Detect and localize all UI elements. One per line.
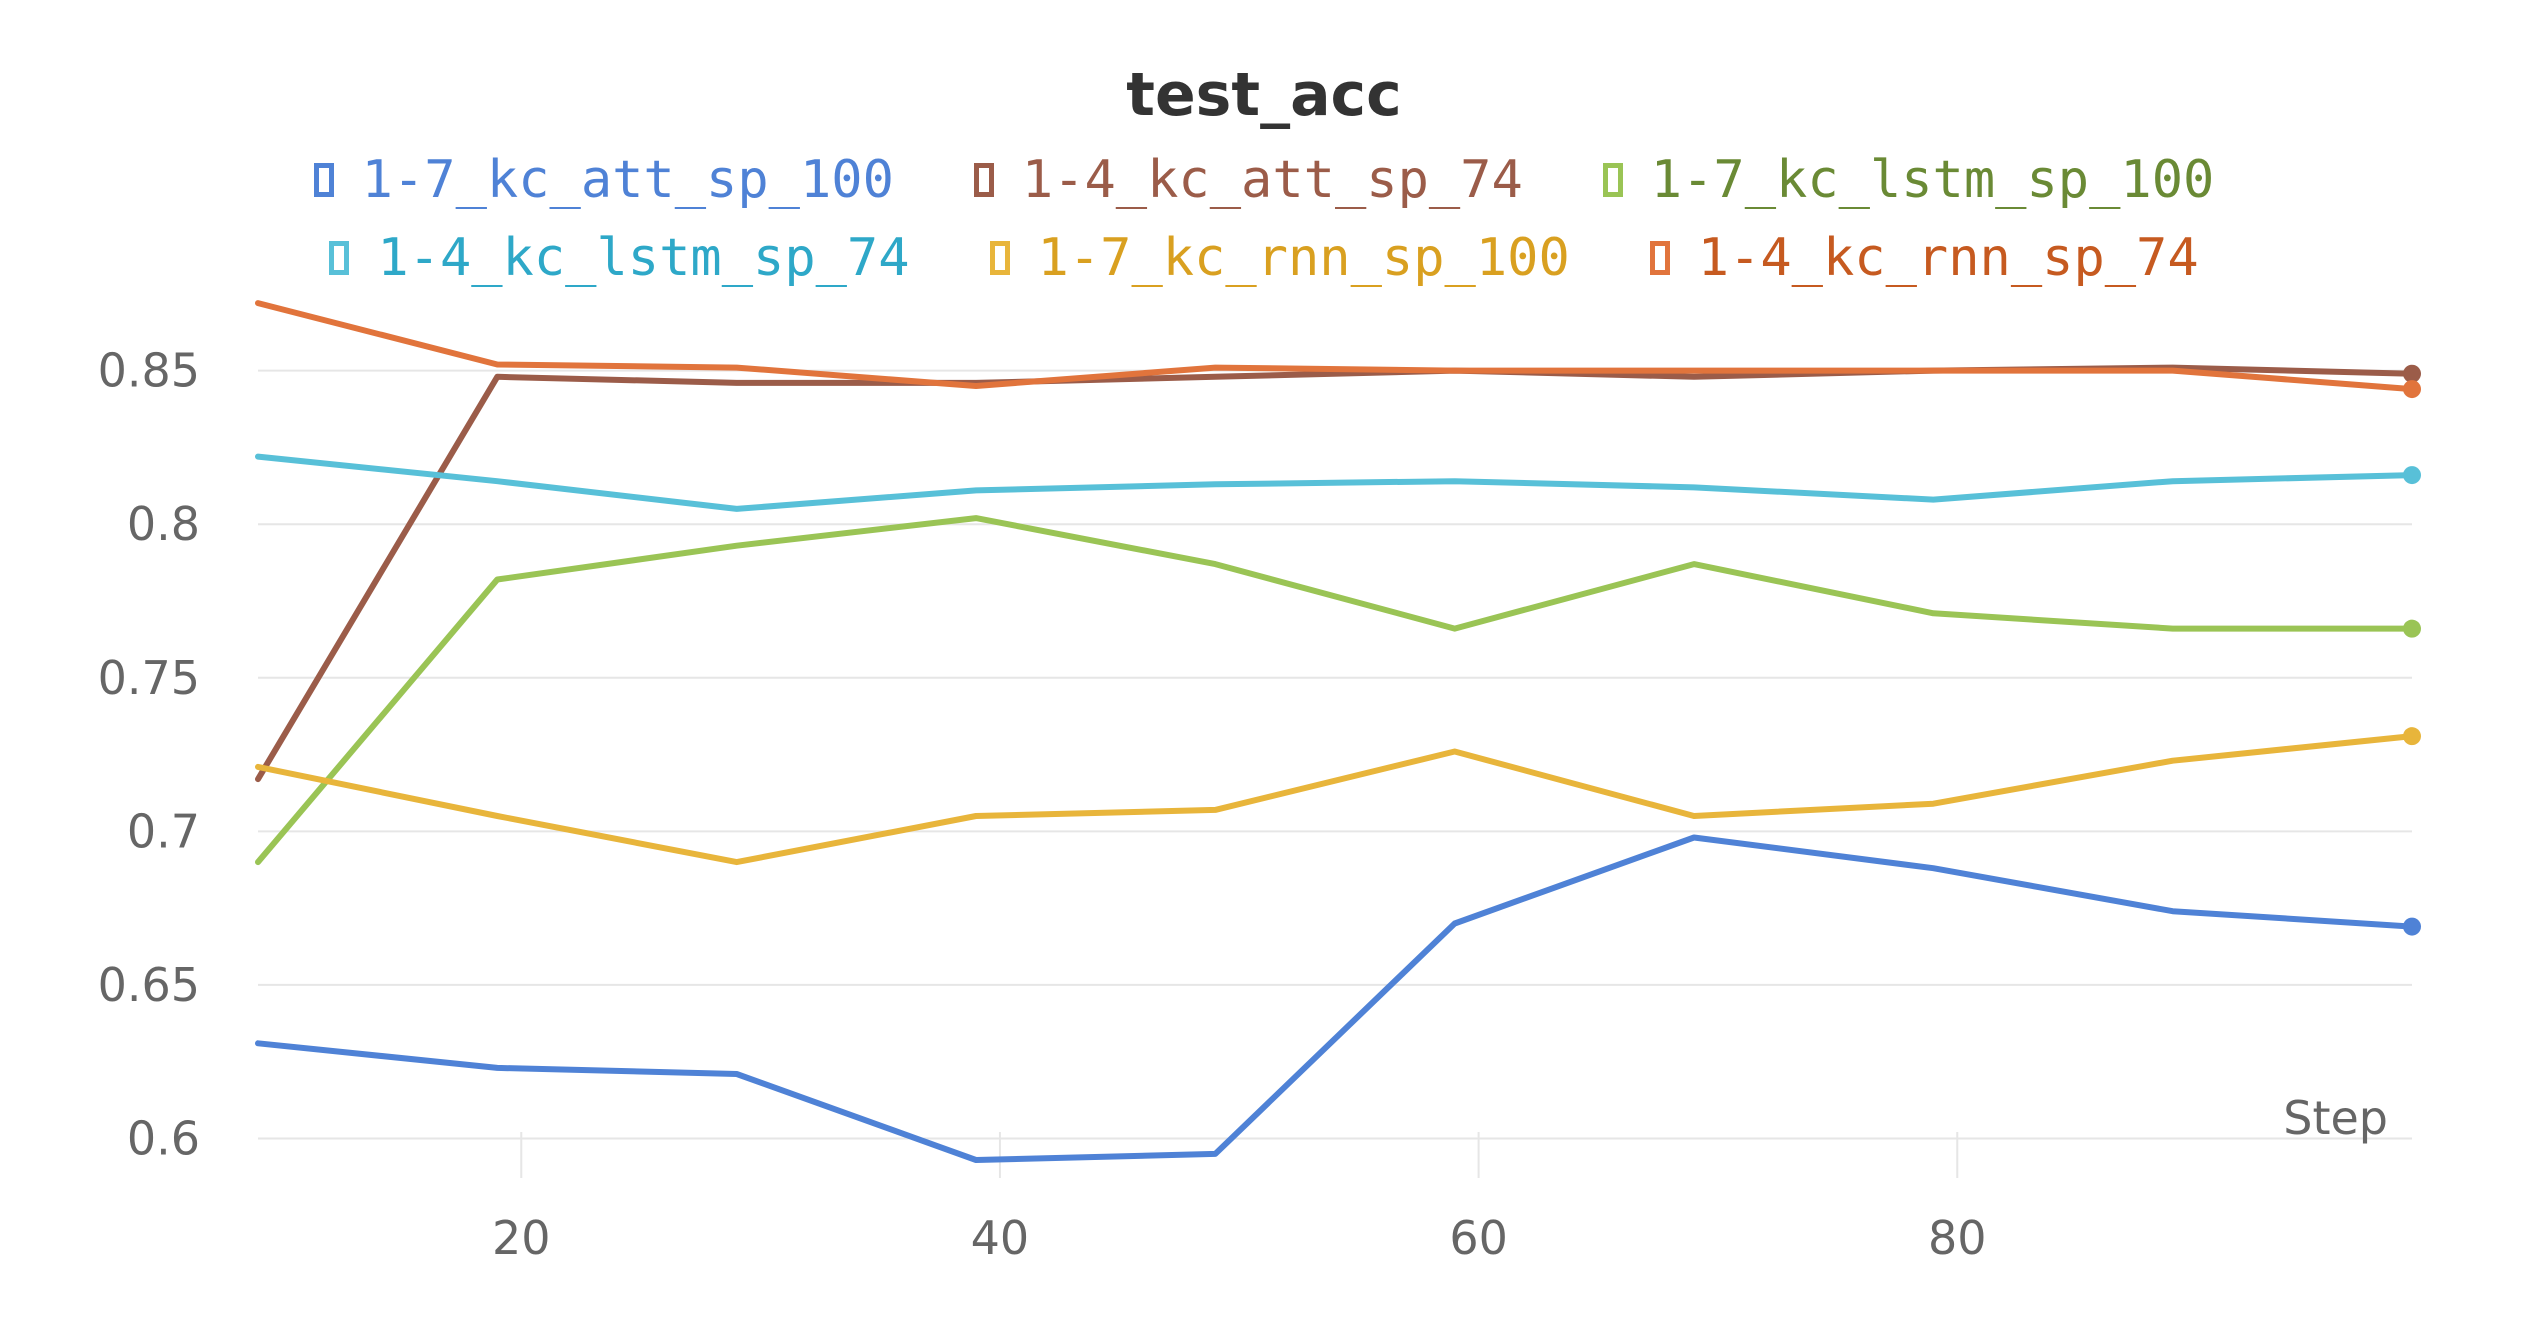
- legend-item: 1-7_kc_att_sp_100: [313, 150, 894, 210]
- legend-label: 1-4_kc_att_sp_74: [1021, 150, 1523, 210]
- legend-item: 1-7_kc_lstm_sp_100: [1602, 150, 2215, 210]
- legend-item: 1-4_kc_att_sp_74: [973, 150, 1523, 210]
- y-tick-label: 0.8: [127, 497, 200, 551]
- legend-label: 1-4_kc_rnn_sp_74: [1697, 228, 2199, 288]
- legend: 1-7_kc_att_sp_100 1-4_kc_att_sp_74 1-7_kc_…: [0, 150, 2528, 306]
- series-end-point-1-4_kc_rnn_sp_74: [2403, 380, 2421, 399]
- legend-row-1: 1-7_kc_att_sp_100 1-4_kc_att_sp_74 1-7_kc_…: [0, 150, 2528, 210]
- legend-swatch: [989, 241, 1010, 275]
- y-tick-label: 0.75: [98, 651, 200, 705]
- legend-label: 1-7_kc_rnn_sp_100: [1037, 228, 1570, 288]
- series-end-point-1-4_kc_lstm_sp_74: [2403, 466, 2421, 485]
- y-tick-label: 0.7: [127, 804, 200, 858]
- legend-swatch: [1649, 241, 1670, 275]
- x-axis-label: Step: [2283, 1091, 2388, 1145]
- legend-swatch: [329, 241, 350, 275]
- legend-item: 1-7_kc_rnn_sp_100: [989, 228, 1570, 288]
- legend-swatch: [313, 163, 334, 197]
- legend-label: 1-7_kc_att_sp_100: [361, 150, 894, 210]
- series-end-point-1-7_kc_rnn_sp_100: [2403, 727, 2421, 746]
- series-line-1-4_kc_att_sp_74: [255, 364, 2415, 783]
- legend-label: 1-7_kc_lstm_sp_100: [1650, 150, 2215, 210]
- y-tick-label: 0.65: [98, 958, 200, 1012]
- legend-swatch: [973, 163, 994, 197]
- series-line-1-4_kc_lstm_sp_74: [255, 453, 2415, 512]
- x-tick-label: 60: [1449, 1211, 1508, 1265]
- legend-item: 1-4_kc_rnn_sp_74: [1649, 228, 2199, 288]
- series-line-1-7_kc_lstm_sp_100: [255, 515, 2415, 866]
- x-tick-label: 20: [492, 1211, 551, 1265]
- series-end-point-1-7_kc_att_sp_100: [2403, 917, 2421, 936]
- legend-item: 1-4_kc_lstm_sp_74: [329, 228, 910, 288]
- legend-row-2: 1-4_kc_lstm_sp_74 1-7_kc_rnn_sp_100 1-4_kc…: [0, 228, 2528, 288]
- legend-swatch: [1602, 163, 1623, 197]
- y-tick-label: 0.85: [98, 344, 200, 398]
- series-end-point-1-4_kc_att_sp_74: [2403, 364, 2421, 383]
- series-line-1-4_kc_rnn_sp_74: [255, 300, 2415, 393]
- series-line-1-7_kc_att_sp_100: [255, 834, 2415, 1163]
- x-tick-label: 40: [971, 1211, 1030, 1265]
- series-end-point-1-7_kc_lstm_sp_100: [2403, 619, 2421, 638]
- chart-title: test_acc: [1126, 60, 1402, 130]
- legend-label: 1-4_kc_lstm_sp_74: [377, 228, 910, 288]
- x-tick-label: 80: [1928, 1211, 1987, 1265]
- y-tick-label: 0.6: [127, 1112, 200, 1166]
- series-line-1-7_kc_rnn_sp_100: [255, 733, 2415, 866]
